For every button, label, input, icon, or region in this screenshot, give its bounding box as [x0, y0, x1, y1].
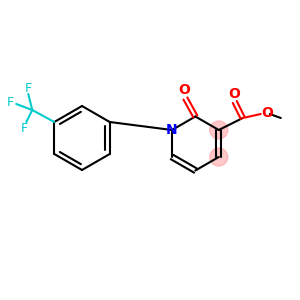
Text: O: O — [228, 87, 240, 101]
Text: F: F — [21, 122, 28, 134]
Text: N: N — [166, 123, 178, 137]
Text: F: F — [7, 95, 14, 109]
Circle shape — [210, 121, 228, 139]
Text: O: O — [261, 106, 273, 120]
Text: O: O — [178, 83, 190, 98]
Circle shape — [210, 148, 228, 166]
Text: F: F — [25, 82, 32, 94]
